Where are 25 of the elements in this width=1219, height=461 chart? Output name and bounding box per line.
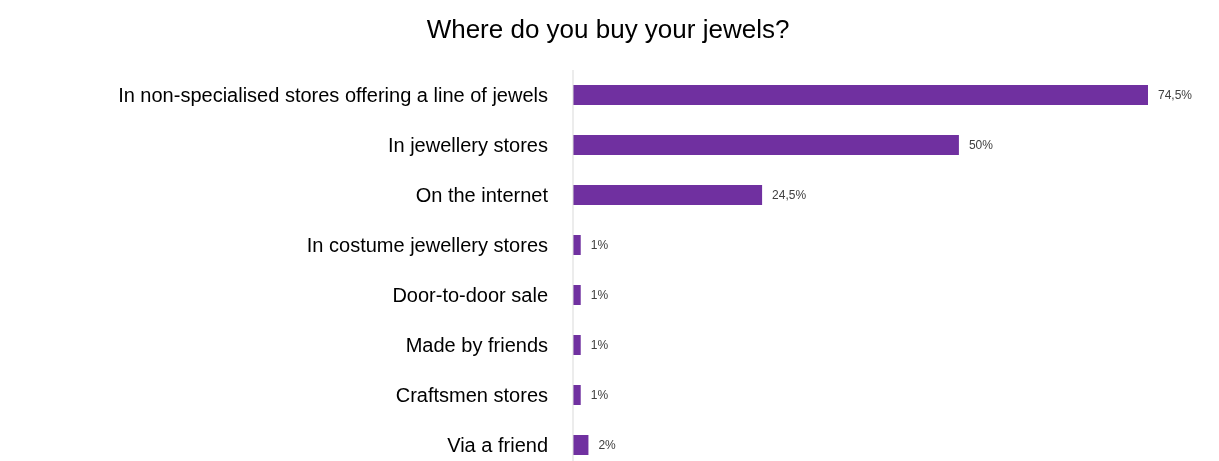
y-tick-label: Made by friends [405, 334, 548, 356]
data-label: 2% [598, 438, 617, 453]
bar [573, 385, 581, 405]
bar [573, 85, 1148, 105]
data-label: 1% [590, 238, 609, 253]
y-tick-label: On the internet [415, 184, 549, 206]
bar [573, 285, 581, 305]
bar [573, 435, 589, 455]
y-tick-label: Craftsmen stores [395, 384, 548, 406]
data-label: 24,5% [772, 188, 807, 203]
y-tick-label: In costume jewellery stores [306, 234, 548, 256]
bar [573, 135, 959, 155]
bar [573, 185, 763, 205]
y-tick-label: Door-to-door sale [392, 284, 548, 306]
y-tick-label: In jewellery stores [387, 134, 548, 156]
data-label: 1% [590, 338, 609, 353]
data-label: 1% [590, 388, 609, 403]
data-label: 1% [590, 288, 609, 303]
y-tick-label: In non-specialised stores offering a line of jewels [118, 84, 548, 106]
bar [573, 335, 581, 355]
data-label: 50% [968, 138, 994, 153]
chart-title: Where do you buy your jewels? [426, 14, 790, 44]
y-tick-label: Via a friend [447, 434, 548, 456]
bar [573, 235, 581, 255]
data-label: 74,5% [1158, 88, 1193, 103]
